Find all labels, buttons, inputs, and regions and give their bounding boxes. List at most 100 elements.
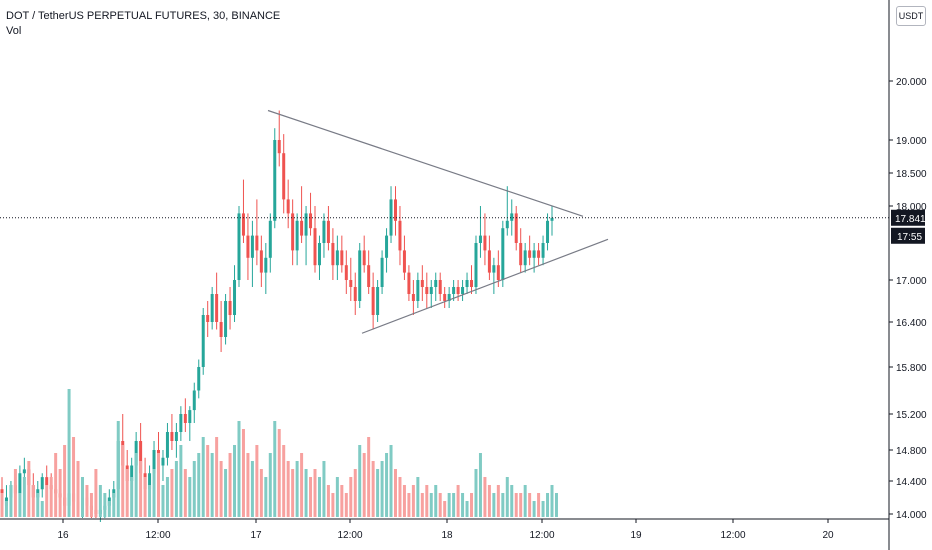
volume-bar [268,453,272,517]
volume-bar [438,493,442,517]
volume-bar [349,477,353,517]
volume-bar [148,485,152,517]
candle [501,220,505,287]
candle [380,250,384,294]
volume-bar [179,445,183,517]
candle [420,265,424,301]
volume-bar [550,485,554,517]
currency-button[interactable]: USDT [896,6,926,26]
candle [487,235,491,280]
volume-bar [157,453,161,517]
volume-bar [152,469,156,517]
lower-trend-line[interactable] [361,238,609,334]
candle [478,206,482,258]
volume-bar [434,485,438,517]
price-tick-label: 15.800 [896,363,927,374]
volume-bar [224,469,228,517]
upper-trend-line[interactable] [267,109,584,217]
candle [385,228,389,273]
volume-bar [416,477,420,517]
volume-bar [313,469,317,517]
candle [470,265,474,294]
candle [425,272,429,308]
volume-bar [277,429,281,517]
volume-bar [335,477,339,517]
volume-bar [197,453,201,517]
volume-bar [478,453,482,517]
symbol-title: DOT / TetherUS PERPETUAL FUTURES, 30, BI… [6,10,281,22]
volume-bar [264,477,268,517]
candle [228,287,232,330]
volume-bar [376,469,380,517]
volume-bar [18,493,22,517]
candle [219,301,223,352]
volume-bar [255,445,259,517]
volume-bar [492,493,496,517]
volume-bar [340,485,344,517]
candle [170,414,174,450]
volume-bar [358,445,362,517]
countdown-value: 17:55 [897,232,922,243]
chart-header: DOT / TetherUS PERPETUAL FUTURES, 30, BI… [6,9,280,39]
candle [224,294,228,345]
volume-bar [241,429,245,517]
volume-bar [76,461,80,517]
volume-bar [331,493,335,517]
volume-bar [259,469,263,517]
candle [456,280,460,301]
candle [237,206,241,287]
volume-bar [483,477,487,517]
volume-bar [4,501,8,517]
volume-bar [188,477,192,517]
volume-bar [429,493,433,517]
volume-bar [461,493,465,517]
volume-bar [300,453,304,517]
candle [447,287,451,308]
volume-bar [309,477,313,517]
candle [519,228,523,273]
volume-bar [80,477,84,517]
volume-bar [273,421,277,517]
price-tick-label: 15.200 [896,410,927,421]
volume-bar [112,493,116,517]
volume-bar [443,501,447,517]
candle [174,423,178,458]
price-tick-label: 16.400 [896,318,927,329]
candle [537,243,541,266]
candle [313,206,317,273]
time-tick-label: 12:00 [145,530,170,541]
candle [241,179,245,243]
candle [188,406,192,441]
volume-bar [31,485,35,517]
time-tick-label: 19 [630,530,642,541]
volume-bar [470,493,474,517]
volume-bar [206,445,210,517]
time-tick-label: 12:00 [720,530,745,541]
candle [407,265,411,301]
price-tick-label: 17.000 [896,276,927,287]
volume-bar [487,485,491,517]
volume-bar [420,493,424,517]
candle [179,406,183,441]
volume-bar [393,469,397,517]
volume-bar [496,485,500,517]
volume-bar [215,437,219,517]
volume-bar [344,493,348,517]
candle [461,280,465,301]
candle [286,179,290,229]
price-tick-label: 20.000 [896,77,927,88]
volume-bar [94,469,98,517]
candle [398,206,402,266]
volume-bar [161,485,165,517]
volume-bar [72,437,76,517]
volume-bar [36,493,40,517]
candle [331,228,335,280]
candle [510,199,514,236]
candle [291,199,295,266]
volume-bar [107,501,111,517]
volume-bar [295,461,299,517]
candle [349,257,353,301]
candle [411,280,415,315]
